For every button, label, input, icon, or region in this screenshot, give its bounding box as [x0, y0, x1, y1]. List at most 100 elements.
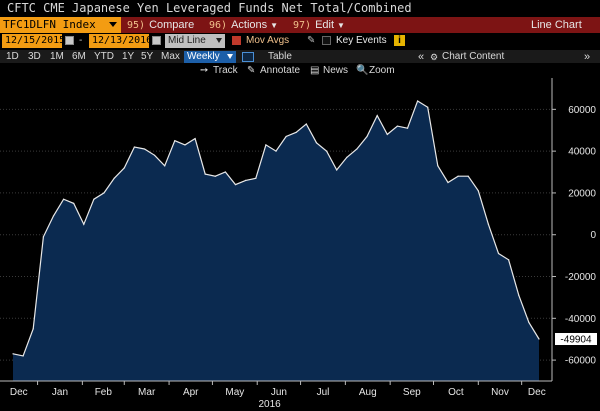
- data-point: [52, 215, 55, 217]
- ticker-field[interactable]: TFC1DLFN Index: [0, 17, 121, 33]
- news-button[interactable]: News: [323, 65, 349, 76]
- line-chart-button[interactable]: Line Chart: [531, 19, 582, 31]
- actions-shortcut: 96): [209, 20, 228, 31]
- start-calendar-icon[interactable]: [65, 36, 74, 45]
- data-point: [204, 173, 206, 175]
- edit-shortcut: 97): [293, 20, 312, 31]
- data-point: [285, 135, 287, 138]
- mov-avgs-label[interactable]: Mov Avgs: [246, 35, 290, 46]
- collapse-left-icon[interactable]: «: [418, 51, 425, 63]
- x-tick-label: May: [225, 387, 244, 398]
- actions-label: Actions: [231, 19, 268, 31]
- data-point: [255, 177, 257, 179]
- y-tick-label: 40000: [568, 147, 596, 158]
- actions-chevron-icon: ▼: [270, 21, 279, 30]
- data-point: [396, 125, 398, 127]
- actions-button[interactable]: 96) Actions ▼: [209, 17, 278, 33]
- compare-label: Compare: [149, 19, 195, 31]
- zoom-icon[interactable]: 🔍: [356, 65, 369, 76]
- x-tick-label: Apr: [183, 387, 199, 398]
- end-date-field[interactable]: 12/13/2016: [89, 34, 152, 48]
- data-point: [497, 252, 500, 255]
- last-value-box: [555, 333, 597, 346]
- data-point: [164, 165, 166, 167]
- data-point: [214, 175, 216, 177]
- line-chart-icon[interactable]: [242, 52, 254, 62]
- frequency-select[interactable]: Weekly: [184, 51, 236, 63]
- x-tick-label: Jul: [317, 387, 330, 398]
- x-tick-label: Dec: [528, 387, 546, 398]
- x-tick-label: Jun: [271, 387, 287, 398]
- data-point: [154, 154, 156, 156]
- data-point: [356, 148, 358, 150]
- data-point: [538, 338, 540, 340]
- info-icon[interactable]: i: [394, 35, 405, 46]
- collapse-right-icon[interactable]: »: [584, 51, 591, 63]
- y-tick-label: -20000: [565, 272, 597, 283]
- data-point: [32, 328, 34, 330]
- data-point: [325, 150, 328, 152]
- annotate-button[interactable]: Annotate: [260, 65, 301, 76]
- mid-line-select[interactable]: Mid Line: [165, 34, 225, 48]
- ticker-dropdown-icon[interactable]: [109, 22, 117, 27]
- mov-avgs-checkbox[interactable]: [232, 36, 241, 45]
- y-axis: 60000 40000 20000 0 -20000 -40000 -60000: [551, 78, 597, 381]
- line-chart[interactable]: 60000 40000 20000 0 -20000 -40000 -60000 Dec Ja…: [0, 78, 600, 411]
- end-calendar-icon[interactable]: [152, 36, 161, 45]
- track-cursor-icon[interactable]: ➙: [200, 65, 209, 76]
- year-label: 2016: [258, 399, 281, 410]
- x-tick-label: Feb: [95, 387, 113, 398]
- table-button[interactable]: Table: [268, 51, 292, 62]
- data-point: [315, 142, 318, 144]
- x-tick-label: Mar: [138, 387, 156, 398]
- data-point: [275, 150, 277, 152]
- data-point: [467, 175, 469, 177]
- range-ytd[interactable]: YTD: [94, 51, 114, 62]
- data-point: [346, 156, 348, 159]
- data-point: [305, 123, 307, 125]
- range-6m[interactable]: 6M: [72, 51, 86, 62]
- data-point: [133, 146, 135, 148]
- data-point: [437, 165, 439, 167]
- edit-label: Edit: [315, 19, 335, 31]
- edit-button[interactable]: 97) Edit ▼: [293, 17, 345, 33]
- data-point: [366, 135, 368, 138]
- track-button[interactable]: Track: [213, 65, 238, 76]
- annotate-icon[interactable]: ✎: [247, 65, 256, 76]
- data-point: [245, 179, 247, 181]
- data-point: [487, 223, 490, 225]
- zoom-button[interactable]: Zoom: [369, 65, 395, 76]
- data-point: [224, 171, 227, 173]
- data-point: [184, 144, 186, 146]
- range-max[interactable]: Max: [161, 51, 180, 62]
- start-date-field[interactable]: 12/15/2015: [2, 34, 65, 48]
- pencil-icon[interactable]: ✎: [307, 35, 316, 46]
- key-events-checkbox[interactable]: [322, 36, 331, 45]
- data-point: [62, 198, 65, 200]
- key-events-label[interactable]: Key Events: [336, 35, 387, 46]
- data-point: [113, 177, 115, 179]
- data-point: [518, 294, 520, 296]
- window-title: CFTC CME Japanese Yen Leveraged Funds Ne…: [0, 0, 600, 17]
- gear-icon[interactable]: ⚙: [430, 52, 439, 62]
- data-point: [174, 140, 176, 142]
- range-3d[interactable]: 3D: [28, 51, 41, 62]
- last-value-marker: -49904: [555, 333, 597, 346]
- news-icon[interactable]: ▤: [310, 65, 320, 76]
- date-controls: 12/15/2015 - 12/13/2016 Mid Line Mov Avg…: [0, 33, 600, 49]
- data-point: [417, 100, 419, 102]
- x-axis: Dec Jan Feb Mar Apr May Jun Jul Aug Sep Oct Nov Dec: [0, 380, 552, 398]
- data-point: [12, 353, 14, 355]
- x-tick-label: Nov: [491, 387, 509, 398]
- series-points: [12, 100, 540, 357]
- range-5y[interactable]: 5Y: [141, 51, 154, 62]
- data-point: [406, 127, 409, 129]
- compare-button[interactable]: 95) Compare: [127, 17, 194, 33]
- range-1y[interactable]: 1Y: [122, 51, 135, 62]
- range-1m[interactable]: 1M: [50, 51, 64, 62]
- chart-content-button[interactable]: Chart Content: [442, 51, 505, 62]
- y-tick-label: 20000: [568, 188, 596, 199]
- data-point: [295, 131, 297, 133]
- range-1d[interactable]: 1D: [6, 51, 19, 62]
- data-point: [447, 181, 449, 184]
